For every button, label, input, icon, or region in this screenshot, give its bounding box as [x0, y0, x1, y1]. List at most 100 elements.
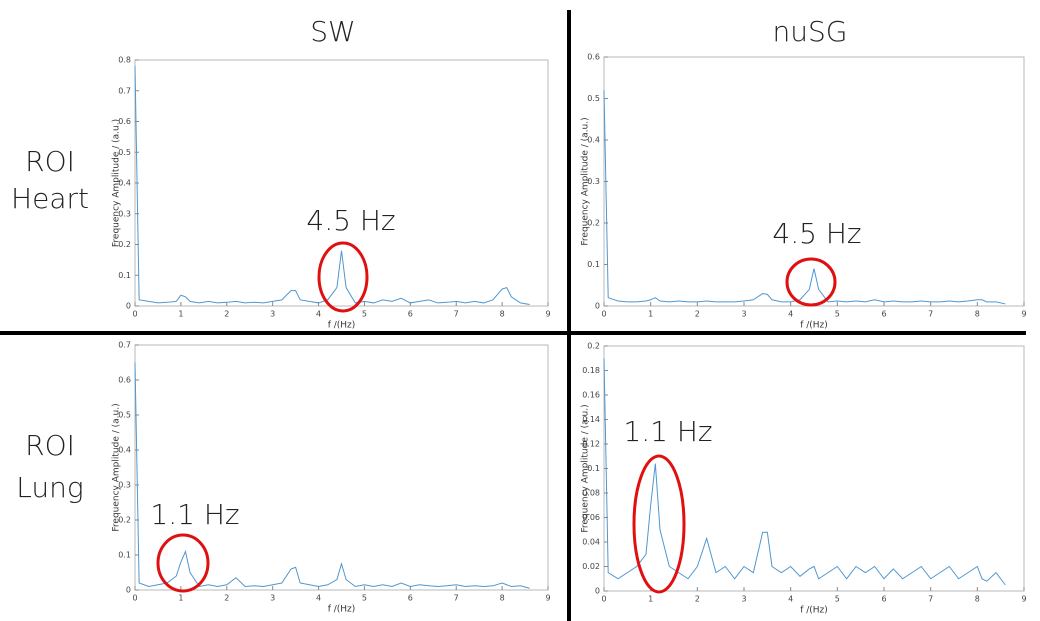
x-tick-label: 9 — [1021, 595, 1026, 604]
column-header: SW — [310, 15, 355, 48]
x-tick-label: 4 — [316, 310, 321, 319]
x-tick-label: 2 — [224, 310, 229, 319]
highlight-ellipse — [785, 257, 837, 307]
y-axis-label: Frequency Amplitude / (a.u.) — [112, 119, 122, 247]
x-tick-label: 1 — [648, 310, 653, 319]
y-tick-label: 0.04 — [582, 538, 600, 547]
x-tick-label: 0 — [132, 310, 137, 319]
plot-frame — [603, 56, 1025, 307]
x-tick-label: 5 — [835, 310, 840, 319]
x-tick-label: 6 — [881, 595, 886, 604]
x-tick-label: 1 — [178, 594, 183, 603]
x-tick-label: 5 — [362, 594, 367, 603]
x-tick-label: 3 — [270, 310, 275, 319]
x-tick-label: 2 — [695, 310, 700, 319]
annotation: 1.1 Hz — [150, 498, 239, 531]
x-tick-label: 6 — [408, 594, 413, 603]
x-tick-label: 3 — [270, 594, 275, 603]
x-tick-label: 2 — [695, 595, 700, 604]
plot-frame — [603, 345, 1025, 592]
y-tick-label: 0.3 — [118, 481, 131, 490]
y-tick-label: 0.6 — [587, 53, 600, 62]
y-tick-label: 0.2 — [587, 219, 600, 228]
x-tick-label: 6 — [408, 310, 413, 319]
x-axis-label: f /(Hz) — [800, 321, 828, 331]
y-tick-label: 0.1 — [587, 260, 600, 269]
x-tick-label: 1 — [178, 310, 183, 319]
x-tick-label: 0 — [132, 594, 137, 603]
spectrum-line — [603, 90, 1006, 305]
y-tick-label: 0.1 — [118, 551, 131, 560]
x-tick-label: 8 — [975, 595, 980, 604]
y-tick-label: 0.5 — [118, 148, 131, 157]
x-tick-label: 9 — [545, 594, 550, 603]
y-tick-label: 0.06 — [582, 513, 600, 522]
spectrum-line — [134, 362, 530, 589]
x-tick-label: 7 — [454, 594, 459, 603]
y-tick-label: 0.5 — [587, 94, 600, 103]
y-tick-label: 0.6 — [118, 376, 131, 385]
x-tick-label: 0 — [601, 310, 606, 319]
x-tick-label: 4 — [788, 310, 793, 319]
y-tick-label: 0.6 — [118, 117, 131, 126]
y-tick-label: 0.14 — [582, 415, 600, 424]
y-tick-label: 0.8 — [118, 56, 131, 65]
y-tick-label: 0.02 — [582, 562, 600, 571]
x-tick-label: 7 — [454, 310, 459, 319]
y-axis-label: Frequency Amplitude / (a.u.) — [112, 403, 122, 531]
y-tick-label: 0.3 — [587, 177, 600, 186]
y-tick-label: 0.7 — [118, 86, 131, 95]
x-tick-label: 8 — [975, 310, 980, 319]
x-tick-label: 6 — [881, 310, 886, 319]
x-axis-label: f /(Hz) — [800, 606, 828, 616]
y-tick-label: 0.3 — [118, 209, 131, 218]
y-tick-label: 0.4 — [118, 179, 131, 188]
x-tick-label: 1 — [648, 595, 653, 604]
row-header: Heart — [11, 182, 89, 215]
spectrum-line — [134, 66, 530, 305]
annotation: 4.5 Hz — [772, 217, 861, 250]
annotation: 1.1 Hz — [623, 415, 712, 448]
y-tick-label: 0 — [126, 586, 131, 595]
x-tick-label: 0 — [601, 595, 606, 604]
y-axis-label: Frequency Amplitude / (a.u.) — [581, 404, 591, 532]
x-tick-label: 5 — [835, 595, 840, 604]
y-tick-label: 0 — [595, 302, 600, 311]
x-tick-label: 2 — [224, 594, 229, 603]
y-tick-label: 0.12 — [582, 440, 600, 449]
highlight-ellipse — [156, 533, 210, 593]
y-tick-label: 0.1 — [118, 271, 131, 280]
x-axis-label: f /(Hz) — [328, 605, 356, 615]
row-header: Lung — [16, 471, 83, 504]
row-header: ROI — [25, 145, 75, 178]
y-tick-label: 0.16 — [582, 391, 600, 400]
y-tick-label: 0.1 — [587, 464, 600, 473]
y-tick-label: 0.2 — [118, 240, 131, 249]
spectrum-line — [603, 358, 1006, 586]
x-tick-label: 9 — [1021, 310, 1026, 319]
column-header: nuSG — [773, 15, 848, 48]
y-tick-label: 0.5 — [118, 411, 131, 420]
row-header: ROI — [25, 429, 75, 462]
y-tick-label: 0.2 — [587, 342, 600, 351]
y-tick-label: 0.2 — [118, 516, 131, 525]
y-tick-label: 0.7 — [118, 341, 131, 350]
x-tick-label: 8 — [500, 310, 505, 319]
x-tick-label: 4 — [316, 594, 321, 603]
annotation: 4.5 Hz — [306, 204, 395, 237]
x-tick-label: 8 — [500, 594, 505, 603]
x-axis-label: f /(Hz) — [328, 321, 356, 331]
y-axis-label: Frequency Amplitude / (a.u.) — [581, 117, 591, 245]
y-tick-label: 0.18 — [582, 366, 600, 375]
x-tick-label: 3 — [741, 310, 746, 319]
x-tick-label: 4 — [788, 595, 793, 604]
x-tick-label: 9 — [545, 310, 550, 319]
highlight-ellipse — [632, 454, 686, 594]
highlight-ellipse — [317, 241, 369, 313]
y-tick-label: 0 — [126, 302, 131, 311]
plot-frame — [134, 59, 549, 307]
y-tick-label: 0.08 — [582, 489, 600, 498]
x-tick-label: 7 — [928, 310, 933, 319]
x-tick-label: 3 — [741, 595, 746, 604]
